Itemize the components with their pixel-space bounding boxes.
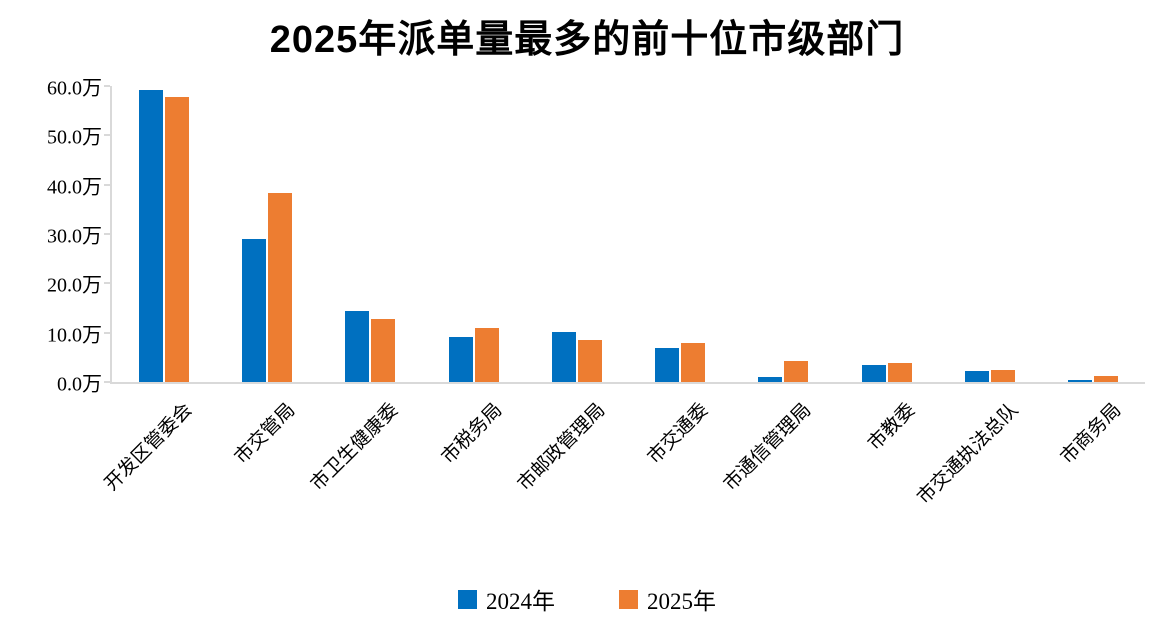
bar-2024年-市交通执法总队 [965, 371, 989, 382]
y-axis-tick [104, 331, 110, 334]
bar-2024年-市交管局 [242, 239, 266, 382]
y-axis-tick [104, 183, 110, 186]
x-axis-label: 市商务局 [1057, 399, 1126, 469]
x-axis-label: 市税务局 [437, 399, 506, 469]
legend-swatch-icon [619, 589, 638, 609]
bar-2025年-市卫生健康委 [371, 319, 395, 382]
bar-2024年-开发区管委会 [139, 90, 163, 382]
y-axis-label: 60.0万 [47, 77, 102, 100]
y-axis-tick [104, 233, 110, 235]
bar-2024年-市交通委 [655, 348, 679, 382]
y-axis-label: 50.0万 [47, 126, 102, 149]
legend-label: 2024年 [486, 589, 555, 614]
x-axis-label: 市交通执法总队 [913, 399, 1023, 509]
bar-2025年-市教委 [888, 363, 912, 382]
bar-2025年-市税务局 [475, 328, 499, 382]
chart-title: 2025年派单量最多的前十位市级部门 [269, 19, 905, 61]
bar-2024年-市卫生健康委 [345, 311, 369, 382]
y-axis-tick [104, 134, 110, 137]
y-axis-tick [104, 282, 110, 285]
legend-label: 2025年 [647, 589, 716, 614]
y-axis-label: 30.0万 [47, 225, 102, 248]
y-axis-tick [104, 381, 110, 383]
x-axis-label: 市交管局 [230, 399, 300, 469]
legend-item-2024年: 2024年 [458, 582, 555, 616]
x-axis-label: 市卫生健康委 [307, 399, 403, 496]
bar-2025年-市交管局 [268, 193, 292, 382]
plot-area [104, 85, 1145, 384]
y-axis-label: 40.0万 [47, 176, 102, 199]
x-axis-label: 市通信管理局 [720, 399, 816, 496]
bar-2025年-市交通执法总队 [991, 370, 1015, 382]
bar-2024年-市教委 [862, 365, 886, 382]
bar-2024年-市税务局 [449, 337, 473, 382]
x-axis-label: 开发区管委会 [100, 399, 197, 496]
x-axis-label: 市交通委 [643, 399, 713, 469]
bar-2024年-市通信管理局 [758, 377, 782, 382]
bar-2024年-市邮政管理局 [552, 332, 576, 382]
legend-swatch-icon [458, 589, 477, 609]
bar-2025年-市交通委 [681, 343, 705, 382]
y-axis-label: 10.0万 [47, 324, 102, 347]
bar-2025年-市商务局 [1094, 376, 1118, 382]
y-axis-label: 20.0万 [47, 274, 102, 297]
legend-item-2025年: 2025年 [619, 582, 716, 616]
y-axis-tick [104, 85, 110, 87]
bar-2025年-市邮政管理局 [578, 340, 602, 382]
y-axis-label: 0.0万 [57, 373, 102, 396]
x-axis-label: 市邮政管理局 [513, 399, 610, 496]
bar-2024年-市商务局 [1068, 380, 1092, 382]
legend: 2024年 2025年 [0, 582, 1174, 616]
bar-2025年-开发区管委会 [165, 97, 189, 382]
bar-2025年-市通信管理局 [784, 361, 808, 382]
x-axis-label: 市教委 [863, 399, 920, 455]
